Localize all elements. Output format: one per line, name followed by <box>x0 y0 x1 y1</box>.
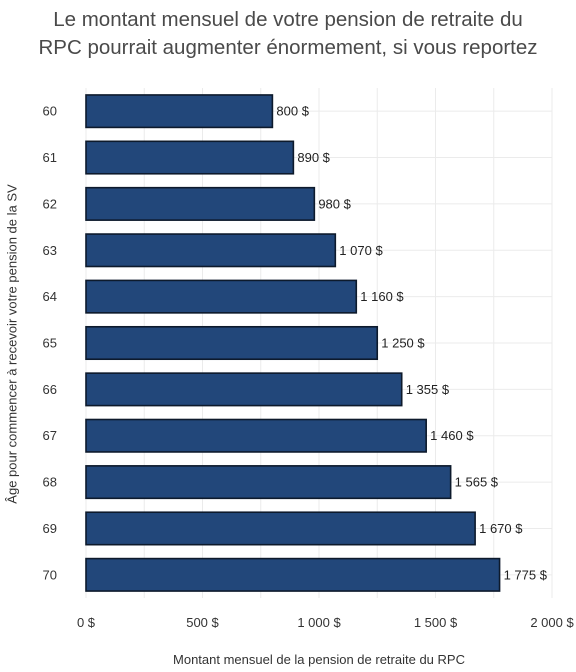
data-label-age-64: 1 160 $ <box>360 289 404 304</box>
x-tick-label: 1 500 $ <box>414 615 458 630</box>
data-label-age-70: 1 775 $ <box>504 567 548 582</box>
data-label-age-61: 890 $ <box>297 150 330 165</box>
bar-age-68 <box>85 465 452 500</box>
y-tick-label: 70 <box>43 567 57 582</box>
bar-age-69 <box>85 511 476 546</box>
bars <box>85 94 501 592</box>
bar-age-61 <box>85 140 295 175</box>
data-label-age-66: 1 355 $ <box>406 382 450 397</box>
bar-age-60 <box>85 94 274 129</box>
y-tick-label: 60 <box>43 104 57 119</box>
data-label-age-60: 800 $ <box>276 104 309 119</box>
data-label-age-63: 1 070 $ <box>339 243 383 258</box>
bar-age-70 <box>85 557 501 592</box>
x-tick-label: 0 $ <box>77 615 96 630</box>
y-tick-label: 62 <box>43 196 57 211</box>
y-tick-label: 67 <box>43 428 57 443</box>
y-tick-label: 65 <box>43 336 57 351</box>
data-label-age-69: 1 670 $ <box>479 521 523 536</box>
data-label-age-65: 1 250 $ <box>381 336 425 351</box>
x-axis-label: Montant mensuel de la pension de retrait… <box>173 652 465 667</box>
x-tick-label: 1 000 $ <box>297 615 341 630</box>
data-label-age-68: 1 565 $ <box>455 475 499 490</box>
data-labels: 800 $ 890 $ 980 $ 1 070 $ 1 160 $ 1 250 $ 1 35… <box>276 104 547 583</box>
y-tick-label: 69 <box>43 521 57 536</box>
bar-age-63 <box>85 233 337 268</box>
bar-age-64 <box>85 279 358 314</box>
data-label-age-62: 980 $ <box>318 196 351 211</box>
bar-age-66 <box>85 372 403 407</box>
chart-title-line-1: Le montant mensuel de votre pension de r… <box>53 8 523 31</box>
y-tick-label: 61 <box>43 150 57 165</box>
chart-title: Le montant mensuel de votre pension de r… <box>0 6 576 62</box>
bar-age-65 <box>85 325 379 361</box>
y-tick-label: 64 <box>43 289 57 304</box>
x-tick-labels: 0 $ 500 $ 1 000 $ 1 500 $ 2 000 $ <box>77 615 574 630</box>
bar-age-62 <box>85 186 316 221</box>
y-tick-labels: 60 61 62 63 64 65 66 67 68 69 70 <box>43 104 57 583</box>
x-tick-label: 500 $ <box>186 615 219 630</box>
y-tick-label: 68 <box>43 475 57 490</box>
y-tick-label: 66 <box>43 382 57 397</box>
x-tick-label: 2 000 $ <box>530 615 574 630</box>
y-tick-label: 63 <box>43 243 57 258</box>
y-axis-label: Âge pour commencer à recevoir votre pens… <box>4 184 20 504</box>
bar-age-67 <box>85 418 427 453</box>
chart-title-line-2: RPC pourrait augmenter énormement, si vo… <box>38 36 538 59</box>
data-label-age-67: 1 460 $ <box>430 428 474 443</box>
